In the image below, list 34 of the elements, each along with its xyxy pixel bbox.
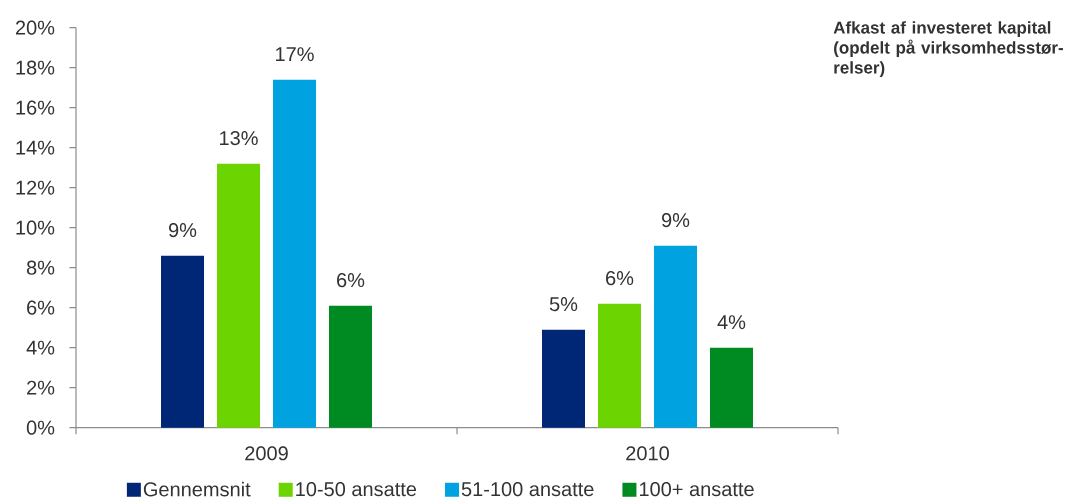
y-tick-label: 14% (16, 140, 55, 155)
bar (654, 245, 697, 428)
data-label: 9% (169, 223, 197, 238)
y-tick-label: 16% (16, 100, 55, 115)
y-tick-label: 8% (26, 260, 55, 275)
data-label: 6% (606, 271, 634, 286)
y-tick-label: 6% (27, 300, 55, 315)
y-tick-label: 10% (16, 220, 55, 235)
bar (329, 305, 373, 428)
legend-label: 100+ ansatte (639, 482, 754, 497)
y-tick-label: 0% (26, 420, 55, 435)
y-tick-label: 12% (16, 180, 55, 195)
data-label: 4% (717, 315, 746, 330)
bar (161, 255, 205, 428)
legend-label: 51-100 ansatte (461, 482, 594, 497)
data-label: 9% (661, 213, 690, 228)
data-label: 6% (337, 273, 365, 288)
text: Afkast af investeret kapital (opdelt på virksomhedsstør-relser) (833, 21, 1063, 78)
y-tick-label: 18% (16, 60, 55, 75)
data-label: 13% (220, 131, 258, 146)
bar (710, 347, 753, 428)
x-tick-label: 2010 (626, 446, 669, 461)
y-tick-label: 2% (27, 380, 55, 395)
data-label: 5% (549, 297, 578, 312)
data-label: 17% (276, 47, 314, 62)
y-tick-label: 20% (15, 20, 55, 35)
bar (273, 79, 317, 428)
legend-label: Gennemsnit (143, 481, 251, 497)
x-tick-label: 2009 (245, 446, 288, 461)
y-tick-label: 4% (26, 340, 55, 355)
bar (542, 329, 585, 428)
bar (598, 303, 641, 428)
legend-label: 10-50 ansatte (296, 482, 417, 497)
bar (217, 163, 261, 428)
